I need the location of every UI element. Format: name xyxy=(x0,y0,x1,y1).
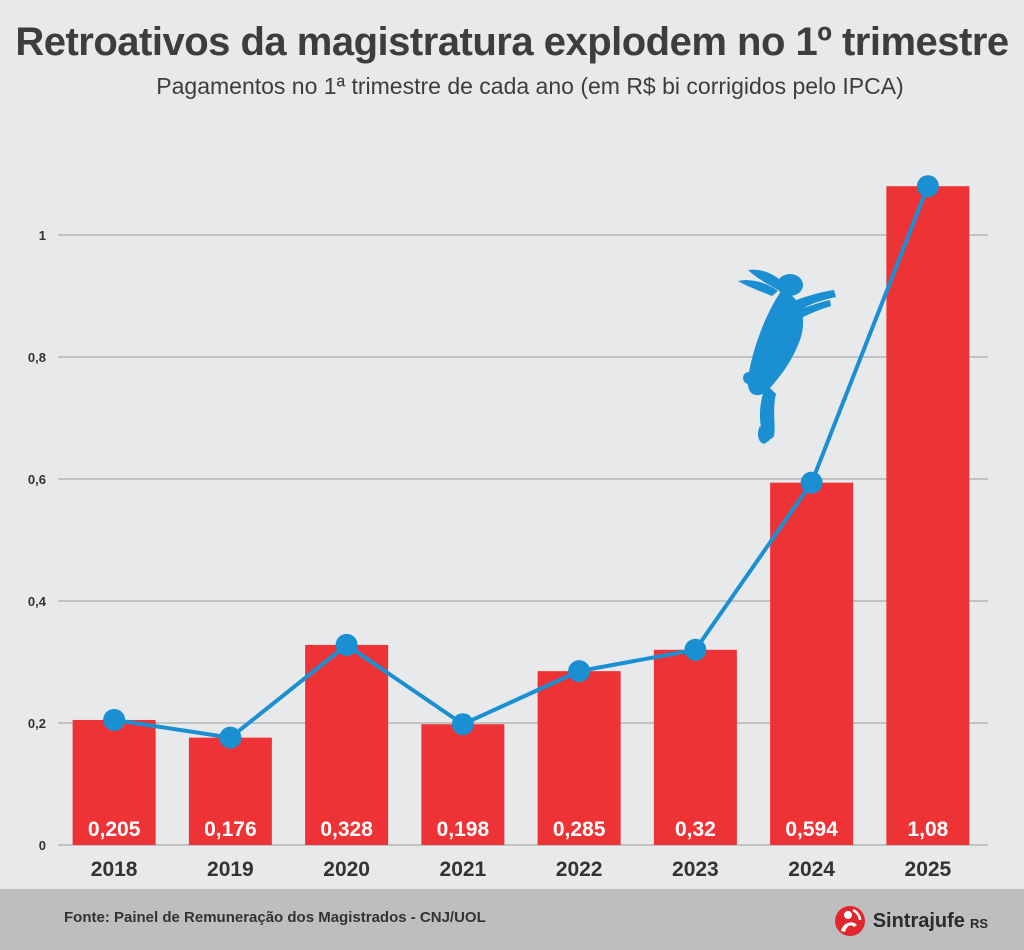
data-label: 0,285 xyxy=(553,818,606,841)
x-tick-label: 2019 xyxy=(207,858,254,881)
line-point-2020 xyxy=(335,633,358,656)
data-label: 0,205 xyxy=(88,818,141,841)
x-tick-label: 2021 xyxy=(440,858,487,881)
x-tick-label: 2020 xyxy=(323,858,370,881)
data-label: 0,328 xyxy=(320,818,373,841)
x-tick-label: 2018 xyxy=(91,858,138,881)
bar-2019 xyxy=(188,737,272,845)
brand-logo: Sintrajufe RS xyxy=(833,904,988,938)
data-label: 0,594 xyxy=(785,818,838,841)
y-tick-label: 0 xyxy=(39,838,46,853)
footer-source: Fonte: Painel de Remuneração dos Magistr… xyxy=(64,909,486,926)
footer: Fonte: Painel de Remuneração dos Magistr… xyxy=(0,889,1024,950)
x-tick-label: 2025 xyxy=(905,858,952,881)
y-tick-label: 0,6 xyxy=(28,472,46,487)
bar-2020 xyxy=(305,644,389,845)
data-label: 0,176 xyxy=(204,818,257,841)
chart-title: Retroativos da magistratura explodem no … xyxy=(15,20,1009,64)
sintrajufe-logo-icon xyxy=(834,906,865,936)
brand-suffix: RS xyxy=(969,915,988,931)
chart-subtitle: Pagamentos no 1ª trimestre de cada ano (… xyxy=(156,73,904,99)
y-tick-label: 1 xyxy=(39,228,46,243)
bar-2022 xyxy=(537,671,621,845)
line-point-2024 xyxy=(800,471,823,494)
bar-2023 xyxy=(653,649,737,845)
line-point-2022 xyxy=(568,660,591,683)
brand-name: Sintrajufe xyxy=(872,909,965,932)
line-point-2025 xyxy=(916,175,939,198)
chart-plot: 0 0,2 0,4 0,6 0,8 1 0,205 2018 0,176 2019 0,328 202… xyxy=(28,175,988,881)
x-tick-label: 2022 xyxy=(556,858,603,881)
y-tick-label: 0,4 xyxy=(28,594,47,609)
series-line xyxy=(113,185,930,740)
data-label: 0,32 xyxy=(675,818,716,841)
y-tick-label: 0,2 xyxy=(28,716,46,731)
x-tick-label: 2024 xyxy=(788,858,835,881)
data-label: 1,08 xyxy=(907,818,948,841)
line-point-2023 xyxy=(684,638,707,661)
line-point-2021 xyxy=(451,713,474,736)
bar-2025 xyxy=(886,186,970,845)
line-point-2018 xyxy=(103,708,126,731)
data-label: 0,198 xyxy=(437,818,490,841)
y-tick-label: 0,8 xyxy=(28,350,46,365)
bar-2018 xyxy=(72,719,156,845)
bar-2024 xyxy=(770,482,854,845)
bar-2021 xyxy=(421,724,505,845)
line-point-2019 xyxy=(219,726,242,749)
rabbit-icon xyxy=(738,269,836,444)
x-tick-label: 2023 xyxy=(672,858,719,881)
